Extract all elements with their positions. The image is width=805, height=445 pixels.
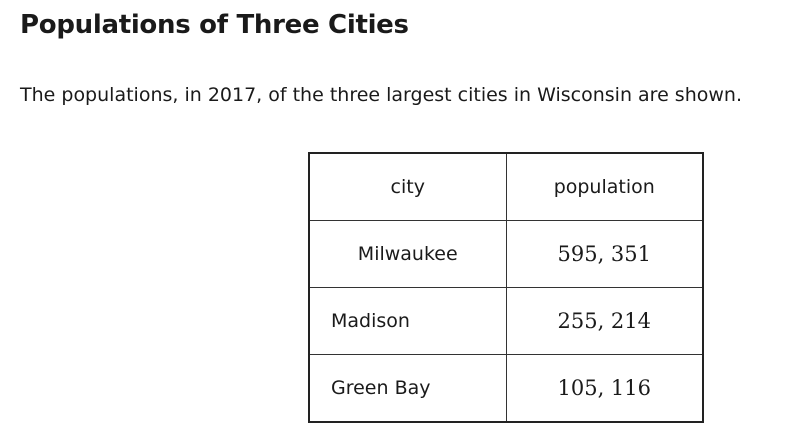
population-cell: 255, 214	[505, 287, 704, 355]
city-cell: Madison	[308, 287, 507, 355]
population-cell: 105, 116	[505, 354, 704, 423]
population-table: city population Milwaukee 595, 351 Madis…	[308, 152, 704, 423]
city-cell: Milwaukee	[308, 220, 507, 288]
table-row: Milwaukee 595, 351	[308, 220, 704, 288]
population-cell: 595, 351	[505, 220, 704, 288]
title: Populations of Three Cities	[20, 10, 409, 40]
column-header: population	[505, 152, 704, 221]
city-cell: Green Bay	[308, 354, 507, 423]
column-header: city	[308, 152, 507, 221]
table-row: Madison 255, 214	[308, 287, 704, 355]
table-row: Green Bay 105, 116	[308, 354, 704, 423]
header-row: city population	[308, 152, 704, 221]
subtitle: The populations, in 2017, of the three l…	[20, 84, 742, 106]
